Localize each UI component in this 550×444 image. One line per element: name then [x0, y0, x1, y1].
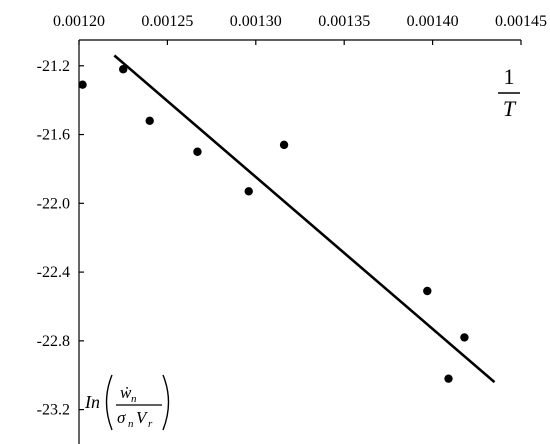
y-axis-label-denominator-b-sub: r — [148, 418, 153, 430]
x-tick-label: 0.00145 — [495, 13, 547, 30]
x-tick-labels: 0.00120 0.00125 0.00130 0.00135 0.00140 0.001… — [53, 13, 547, 30]
data-point — [460, 333, 469, 342]
data-points — [78, 65, 469, 383]
data-point — [145, 116, 154, 126]
x-axis-label-denominator: T — [503, 96, 517, 121]
data-point — [244, 187, 253, 196]
y-axis-label-denominator-a: σ — [117, 408, 126, 427]
y-axis-label-prefix: In — [84, 392, 100, 412]
x-tick-label: 0.00135 — [318, 13, 370, 30]
y-axis-label-right-paren — [162, 374, 170, 431]
y-tick-label: -22.0 — [37, 195, 70, 212]
fit-line-group — [113, 54, 496, 384]
y-tick-labels: -21.2 -21.6 -22.0 -22.4 -22.8 -23.2 — [37, 58, 70, 419]
y-tick-label: -23.2 — [37, 402, 70, 419]
data-point — [444, 374, 453, 383]
x-axis-label-numerator: 1 — [504, 64, 515, 89]
data-point — [423, 286, 432, 296]
y-tick-label: -22.4 — [37, 264, 70, 281]
data-point — [78, 80, 87, 89]
y-axis-label-numerator-sub: n — [131, 393, 137, 405]
data-point — [193, 147, 202, 156]
x-axis-label: 1 T — [498, 64, 520, 121]
data-point — [119, 65, 128, 74]
x-tick-label: 0.00130 — [230, 13, 282, 30]
y-tick-label: -21.2 — [37, 58, 70, 75]
y-tick-label: -21.6 — [37, 127, 70, 144]
y-axis-label-left-paren — [105, 374, 113, 431]
y-axis-label: In ẇ n σ n V r — [84, 374, 170, 431]
data-point — [279, 140, 289, 150]
axes — [78, 39, 522, 444]
fit-line — [113, 54, 496, 384]
x-tick-label: 0.00140 — [407, 13, 459, 30]
y-axis-label-denominator-a-sub: n — [128, 418, 134, 430]
y-axis-label-denominator-b: V — [136, 408, 149, 427]
y-axis-label-numerator: ẇ — [120, 383, 132, 402]
y-tick-label: -22.8 — [37, 333, 70, 350]
x-tick-label: 0.00120 — [53, 13, 105, 30]
x-tick-label: 0.00125 — [141, 13, 193, 30]
